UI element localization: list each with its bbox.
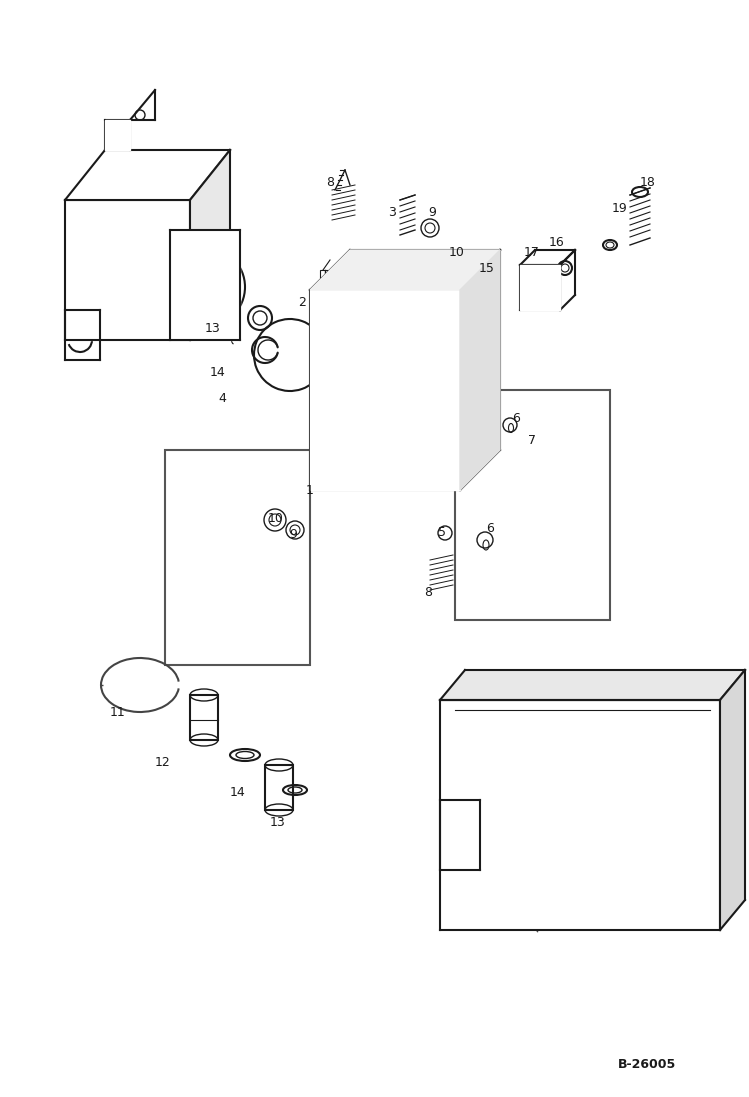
Text: 16: 16: [549, 237, 565, 249]
Text: 14: 14: [210, 365, 226, 378]
Text: 13: 13: [270, 815, 286, 828]
Text: 9: 9: [289, 529, 297, 542]
Polygon shape: [65, 150, 230, 200]
Polygon shape: [170, 230, 240, 340]
Polygon shape: [440, 700, 720, 930]
Polygon shape: [310, 290, 460, 490]
Text: 10: 10: [268, 511, 284, 524]
Bar: [320, 270, 330, 278]
Text: 18: 18: [640, 177, 656, 190]
Text: 3: 3: [388, 205, 396, 218]
Polygon shape: [460, 250, 500, 490]
Text: 5: 5: [438, 527, 446, 540]
Text: 11: 11: [110, 705, 126, 719]
Polygon shape: [65, 200, 190, 340]
Text: 7: 7: [528, 433, 536, 446]
Text: 8: 8: [424, 586, 432, 599]
Text: 8: 8: [326, 176, 334, 189]
Bar: [455, 391, 610, 620]
Text: 19: 19: [612, 202, 628, 215]
Text: 17: 17: [524, 247, 540, 260]
Text: B-26005: B-26005: [618, 1059, 676, 1072]
Text: 2: 2: [298, 295, 306, 308]
Text: 6: 6: [512, 411, 520, 425]
Text: 4: 4: [218, 392, 226, 405]
Text: 9: 9: [428, 206, 436, 219]
Polygon shape: [310, 250, 500, 290]
Text: 15: 15: [479, 261, 495, 274]
Text: 1: 1: [306, 484, 314, 497]
Text: 10: 10: [449, 247, 465, 260]
Bar: [165, 450, 310, 665]
Text: 14: 14: [230, 785, 246, 799]
Text: 13: 13: [205, 321, 221, 335]
Polygon shape: [720, 670, 745, 930]
Polygon shape: [190, 150, 230, 340]
Text: 6: 6: [486, 521, 494, 534]
Polygon shape: [520, 265, 560, 310]
Polygon shape: [105, 120, 130, 150]
Bar: [190, 695, 218, 740]
Bar: [265, 765, 293, 810]
Text: 12: 12: [155, 756, 171, 769]
Polygon shape: [440, 670, 745, 700]
